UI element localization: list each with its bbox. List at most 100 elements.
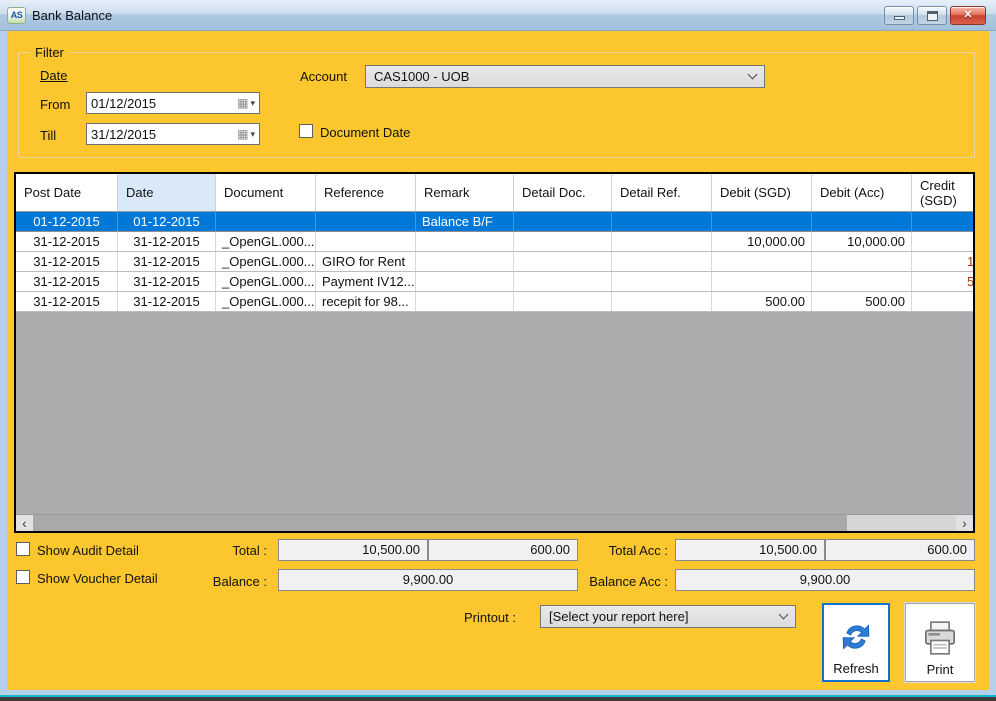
account-select[interactable]: CAS1000 - UOB	[365, 65, 765, 88]
cell-debit-sgd[interactable]	[712, 272, 812, 291]
till-date-value: 31/12/2015	[91, 126, 157, 142]
cell-debit-acc[interactable]	[812, 272, 912, 291]
cell-remark[interactable]	[416, 272, 514, 291]
total-label: Total :	[232, 543, 267, 558]
cell-post-date[interactable]: 31-12-2015	[16, 252, 118, 271]
cell-detail-doc[interactable]	[514, 292, 612, 311]
cell-detail-ref[interactable]	[612, 252, 712, 271]
printout-label: Printout :	[463, 610, 516, 625]
cell-document[interactable]: _OpenGL.000...	[216, 252, 316, 271]
cell-post-date[interactable]: 31-12-2015	[16, 232, 118, 251]
cell-date[interactable]: 31-12-2015	[118, 292, 216, 311]
cell-credit-sgd[interactable]: 5	[912, 272, 973, 291]
cell-document[interactable]: _OpenGL.000...	[216, 292, 316, 311]
table-row[interactable]: 31-12-2015 31-12-2015 _OpenGL.000... GIRO f…	[16, 252, 973, 272]
cell-date[interactable]: 31-12-2015	[118, 232, 216, 251]
cell-credit-sgd[interactable]: 1	[912, 252, 973, 271]
cell-date[interactable]: 31-12-2015	[118, 272, 216, 291]
show-voucher-detail-checkbox[interactable]	[16, 570, 30, 584]
cell-detail-ref[interactable]	[612, 272, 712, 291]
cell-credit-sgd[interactable]	[912, 232, 973, 251]
chevron-down-icon	[778, 609, 789, 620]
account-value: CAS1000 - UOB	[374, 69, 470, 84]
cell-date[interactable]: 31-12-2015	[118, 252, 216, 271]
cell-post-date[interactable]: 31-12-2015	[16, 272, 118, 291]
scrollbar-thumb[interactable]	[33, 515, 847, 531]
cell-detail-doc[interactable]	[514, 212, 612, 231]
show-audit-detail-checkbox[interactable]	[16, 542, 30, 556]
cell-post-date[interactable]: 01-12-2015	[16, 212, 118, 231]
cell-detail-doc[interactable]	[514, 252, 612, 271]
cell-credit-sgd[interactable]	[912, 212, 973, 231]
from-date-input[interactable]: 01/12/2015 ▦ ▾	[86, 92, 260, 114]
print-button[interactable]: Print	[905, 603, 975, 682]
cell-debit-sgd[interactable]: 500.00	[712, 292, 812, 311]
table-row[interactable]: 31-12-2015 31-12-2015 _OpenGL.000... recepi…	[16, 292, 973, 312]
column-header-debit-sgd[interactable]: Debit (SGD)	[712, 174, 812, 211]
balance-acc-label: Balance Acc :	[589, 574, 668, 589]
cell-debit-acc[interactable]: 10,000.00	[812, 232, 912, 251]
from-date-value: 01/12/2015	[91, 95, 157, 111]
filter-legend: Filter	[30, 45, 69, 60]
maximize-button[interactable]	[917, 6, 947, 25]
till-date-input[interactable]: 31/12/2015 ▦ ▾	[86, 123, 260, 145]
column-header-reference[interactable]: Reference	[316, 174, 416, 211]
total-sgd-field: 10,500.00	[278, 539, 428, 561]
cell-debit-acc[interactable]	[812, 212, 912, 231]
cell-debit-sgd[interactable]: 10,000.00	[712, 232, 812, 251]
chevron-down-icon[interactable]: ▾	[250, 97, 255, 108]
cell-remark[interactable]	[416, 292, 514, 311]
cell-debit-sgd[interactable]	[712, 212, 812, 231]
cell-document[interactable]	[216, 212, 316, 231]
cell-debit-acc[interactable]: 500.00	[812, 292, 912, 311]
cell-detail-ref[interactable]	[612, 292, 712, 311]
cell-date[interactable]: 01-12-2015	[118, 212, 216, 231]
cell-post-date[interactable]: 31-12-2015	[16, 292, 118, 311]
balance-acc-field: 9,900.00	[675, 569, 975, 591]
printout-select[interactable]: [Select your report here]	[540, 605, 796, 628]
column-header-debit-acc[interactable]: Debit (Acc)	[812, 174, 912, 211]
table-row[interactable]: 31-12-2015 31-12-2015 _OpenGL.000... 10,000…	[16, 232, 973, 252]
cell-document[interactable]: _OpenGL.000...	[216, 272, 316, 291]
cell-detail-doc[interactable]	[514, 232, 612, 251]
cell-remark[interactable]	[416, 232, 514, 251]
cell-reference[interactable]	[316, 212, 416, 231]
cell-remark[interactable]: Balance B/F	[416, 212, 514, 231]
scroll-left-button[interactable]: ‹	[16, 515, 33, 531]
cell-detail-ref[interactable]	[612, 232, 712, 251]
cell-document[interactable]: _OpenGL.000...	[216, 232, 316, 251]
cell-reference[interactable]: Payment IV12...	[316, 272, 416, 291]
minimize-button[interactable]	[884, 6, 914, 25]
document-date-label: Document Date	[320, 125, 411, 140]
column-header-remark[interactable]: Remark	[416, 174, 514, 211]
horizontal-scrollbar[interactable]: ‹ ›	[16, 514, 973, 531]
document-date-checkbox[interactable]	[299, 124, 313, 138]
column-header-detail-doc[interactable]: Detail Doc.	[514, 174, 612, 211]
column-header-detail-ref[interactable]: Detail Ref.	[612, 174, 712, 211]
column-header-document[interactable]: Document	[216, 174, 316, 211]
cell-remark[interactable]	[416, 252, 514, 271]
cell-reference[interactable]	[316, 232, 416, 251]
cell-credit-sgd[interactable]	[912, 292, 973, 311]
chevron-down-icon[interactable]: ▾	[250, 128, 255, 139]
column-header-date[interactable]: Date	[118, 174, 216, 211]
column-header-credit-sgd[interactable]: Credit (SGD)	[912, 174, 973, 211]
cell-detail-doc[interactable]	[514, 272, 612, 291]
calendar-icon[interactable]: ▦	[237, 96, 249, 110]
table-row[interactable]: 31-12-2015 31-12-2015 _OpenGL.000... Paymen…	[16, 272, 973, 292]
close-button[interactable]: ✕	[950, 6, 986, 25]
table-row[interactable]: 01-12-2015 01-12-2015 Balance B/F	[16, 212, 973, 232]
cell-debit-sgd[interactable]	[712, 252, 812, 271]
balance-label: Balance :	[212, 574, 267, 589]
total-sgd-credit-field: 600.00	[428, 539, 578, 561]
refresh-button[interactable]: Refresh	[822, 603, 890, 682]
column-header-post-date[interactable]: Post Date	[16, 174, 118, 211]
cell-reference[interactable]: GIRO for Rent	[316, 252, 416, 271]
scrollbar-track[interactable]	[847, 515, 956, 531]
scroll-right-button[interactable]: ›	[956, 515, 973, 531]
calendar-icon[interactable]: ▦	[237, 127, 249, 141]
cell-detail-ref[interactable]	[612, 212, 712, 231]
cell-debit-acc[interactable]	[812, 252, 912, 271]
cell-reference[interactable]: recepit for 98...	[316, 292, 416, 311]
